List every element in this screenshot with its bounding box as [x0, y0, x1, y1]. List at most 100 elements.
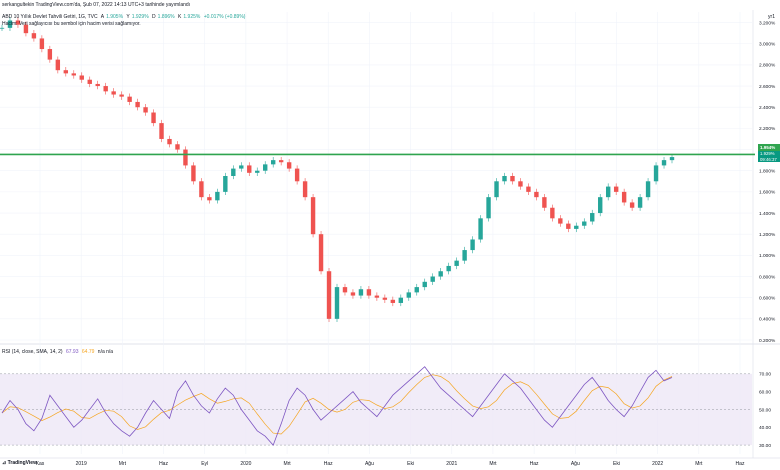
symbol-name: ABD 10 Yıllık Devlet Tahvili Getiri, 1G,… — [2, 14, 98, 20]
candle-body — [23, 24, 29, 34]
time-tick-label: Haz — [159, 461, 168, 467]
low-value: 1.896% — [157, 14, 175, 20]
candle-body — [183, 149, 188, 166]
rsi-tick-label: 30.00 — [759, 443, 771, 449]
time-tick-label: Mrt — [119, 461, 127, 467]
candle-body — [143, 107, 148, 113]
candle-body — [446, 265, 451, 272]
candle-body — [87, 79, 92, 84]
candle-body — [637, 197, 643, 208]
time-tick-label: Mrt — [489, 461, 497, 467]
tradingview-logo-text: TradingView — [7, 460, 37, 466]
rsi-tick-label: 50.00 — [759, 407, 771, 413]
candle-body — [566, 223, 571, 229]
candle-body — [191, 165, 196, 182]
tradingview-logo[interactable]: ⊿ TradingView — [2, 460, 37, 466]
candle-body — [422, 281, 427, 288]
rsi-ma-line — [1, 374, 673, 435]
candle-body — [278, 160, 284, 163]
candle-body — [454, 260, 459, 266]
time-tick-label: Ağu — [571, 461, 580, 467]
time-tick-label: Eki — [613, 461, 620, 467]
candle-body — [382, 297, 388, 300]
candle-body — [590, 213, 595, 222]
candle-body — [550, 207, 555, 219]
high-value: 1.929% — [131, 14, 149, 20]
candle-body — [518, 181, 523, 187]
candle-body — [270, 160, 276, 165]
candle-body — [582, 221, 587, 226]
time-tick-label: 2022 — [652, 461, 663, 467]
candle-body — [414, 287, 419, 293]
price-tick-label: 2.400% — [759, 105, 776, 111]
price-unit-label: yr1 — [768, 14, 775, 20]
candle-body — [653, 165, 659, 182]
candle-body — [598, 197, 603, 214]
time-tick-label: Ağu — [365, 461, 374, 467]
candle-body — [438, 271, 443, 277]
candle-body — [55, 59, 61, 71]
candle-body — [119, 94, 124, 97]
candle-body — [103, 86, 108, 92]
rsi-label: RSI (14, close, SMA, 14, 2) — [2, 349, 63, 355]
candle-body — [390, 299, 396, 303]
price-tick-label: 1.600% — [759, 190, 776, 196]
candle-body — [39, 38, 45, 50]
rsi-tick-label: 70.00 — [759, 372, 771, 378]
rsi-tick-label: 60.00 — [759, 389, 771, 395]
time-tick-label: Haz — [530, 461, 539, 467]
last-price-tag: 1.929% 09:46:37 — [758, 151, 780, 162]
price-tick-label: 1.200% — [759, 232, 776, 238]
rsi-tick-label: 40.00 — [759, 425, 771, 431]
candle-body — [95, 83, 100, 87]
price-tick-label: 0.800% — [759, 274, 776, 280]
candle-body — [502, 176, 507, 182]
candle-body — [605, 186, 611, 198]
candle-body — [350, 292, 356, 296]
candle-body — [310, 197, 316, 235]
candle-body — [366, 289, 372, 296]
candle-body — [526, 186, 531, 192]
candle-body — [629, 202, 635, 208]
candle-body — [215, 191, 220, 201]
high-label: Y — [126, 14, 130, 20]
price-tick-label: 0.200% — [759, 338, 776, 344]
candle-body — [398, 297, 404, 303]
candle-body — [302, 181, 308, 198]
tradingview-logo-icon: ⊿ — [2, 460, 7, 466]
price-tick-label: 1.400% — [759, 211, 776, 217]
candle-body — [318, 234, 324, 272]
candle-body — [63, 70, 69, 74]
candle-body — [462, 250, 467, 261]
time-tick-label: Mrt — [695, 461, 703, 467]
candle-body — [207, 197, 212, 201]
open-label: A — [100, 14, 105, 20]
candle-body — [621, 191, 627, 203]
symbol-legend[interactable]: ABD 10 Yıllık Devlet Tahvili Getiri, 1G,… — [2, 14, 247, 20]
candle-body — [0, 27, 5, 29]
candle-body — [558, 218, 563, 224]
open-value: 1.905% — [106, 14, 124, 20]
candle-body — [127, 96, 132, 102]
time-tick-label: Haz — [324, 461, 333, 467]
candle-body — [135, 101, 140, 108]
volume-note: Hacim: Veri sağlayıcısı bu sembol için h… — [2, 21, 143, 27]
price-tick-label: 2.600% — [759, 84, 776, 90]
change-value: +0.017% (+0.89%) — [203, 14, 246, 20]
time-tick-label: 2021 — [446, 461, 457, 467]
rsi-legend[interactable]: RSI (14, close, SMA, 14, 2) 67.93 64.79 … — [2, 349, 115, 355]
candle-body — [79, 75, 84, 80]
candle-body — [199, 181, 204, 198]
close-value: 1.925% — [183, 14, 201, 20]
candle-body — [326, 271, 332, 319]
price-tick-label: 2.200% — [759, 126, 776, 132]
rsi-value: 67.93 — [65, 349, 79, 355]
candle-body — [669, 157, 675, 161]
candle-body — [286, 162, 292, 169]
time-tick-label: 2019 — [76, 461, 87, 467]
candle-body — [494, 181, 499, 198]
candle-body — [510, 176, 515, 182]
candle-body — [534, 191, 539, 198]
